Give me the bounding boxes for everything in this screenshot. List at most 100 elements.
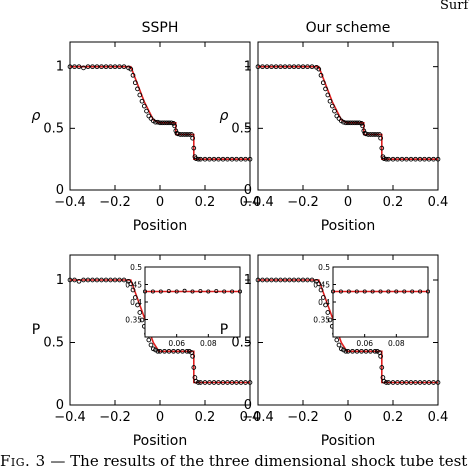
data-point (390, 156, 396, 162)
data-point (341, 347, 346, 353)
data-point (327, 317, 333, 323)
data-point (117, 277, 122, 283)
data-point (243, 380, 248, 385)
x-tick-label: 0.2 (195, 195, 216, 210)
data-point (85, 64, 91, 70)
data-point (372, 132, 378, 137)
data-point (390, 380, 396, 385)
inset-y-tick-label: 0.5 (130, 263, 142, 272)
data-point (216, 380, 221, 385)
data-point (343, 348, 349, 354)
data-point (234, 380, 239, 385)
data-point (378, 353, 383, 359)
inset-data-point (230, 289, 235, 294)
data-point (325, 310, 331, 315)
data-point (137, 310, 143, 315)
inset-data-point (214, 289, 219, 294)
figure-caption: Fig. 3 — The results of the three dimens… (0, 452, 474, 471)
data-point (354, 348, 360, 354)
data-point (103, 277, 109, 283)
inset-data-point (338, 289, 343, 294)
inset-y-tick-label: 0.35 (313, 316, 330, 325)
data-point (287, 277, 292, 283)
data-point (417, 156, 423, 162)
data-point (368, 348, 373, 354)
data-point (175, 348, 181, 354)
inset-y-tick-label: 0.35 (125, 316, 142, 325)
data-point (378, 135, 383, 141)
inset-data-point (425, 289, 430, 294)
data-point (345, 348, 351, 354)
data-point (300, 277, 306, 283)
x-tick-label: 0 (344, 195, 352, 210)
x-tick-label: 0 (156, 195, 164, 210)
inset-data-point (394, 289, 399, 294)
data-point (207, 380, 212, 385)
data-point (108, 64, 113, 70)
data-point (360, 123, 365, 129)
y-tick-label: 0.5 (43, 336, 64, 351)
data-point (383, 380, 389, 385)
x-tick-label: −0.4 (242, 195, 274, 210)
data-point (164, 120, 170, 126)
caption-text: — The results of the three dimensional s… (50, 452, 468, 470)
data-point (345, 120, 351, 126)
y-tick-label: 0 (244, 183, 252, 198)
y-tick-label: 0.5 (231, 121, 252, 136)
data-point (72, 64, 77, 70)
data-point (363, 348, 369, 354)
inset-plot: 0.06 0.08 0.35 0.4 0.45 0.5 (125, 263, 242, 348)
data-point (193, 156, 199, 161)
data-point (162, 120, 167, 126)
y-axis-label: ρ (220, 108, 229, 124)
data-point (76, 64, 82, 70)
data-point (341, 119, 346, 125)
data-point (225, 380, 230, 385)
data-point (264, 64, 270, 70)
inset-data-point (158, 289, 163, 294)
x-tick-label: −0.2 (287, 410, 319, 425)
data-point (413, 380, 418, 385)
data-point (172, 123, 177, 129)
data-point (278, 277, 283, 283)
data-point (386, 380, 391, 385)
y-tick-label: 0.5 (231, 336, 252, 351)
data-point (202, 156, 208, 162)
data-point (305, 64, 310, 70)
data-point (137, 92, 143, 98)
data-point (343, 120, 349, 126)
data-point (336, 116, 342, 121)
data-point (356, 120, 362, 126)
inset-x-tick-label: 0.08 (388, 339, 405, 348)
data-point (121, 277, 127, 283)
x-tick-label: 0.2 (383, 410, 404, 425)
data-point (67, 277, 73, 283)
inset-data-point (410, 289, 415, 294)
data-point (422, 380, 427, 385)
data-point (368, 132, 373, 137)
data-point (90, 64, 95, 70)
data-point (238, 380, 244, 385)
plot-frame (257, 41, 439, 191)
data-point (291, 64, 297, 70)
inset-data-point (237, 289, 242, 294)
data-point (379, 145, 385, 151)
data-point (190, 135, 195, 141)
inset-frame (332, 266, 429, 338)
data-point (296, 277, 301, 283)
x-tick-label: −0.4 (242, 410, 274, 425)
data-point (159, 120, 165, 126)
data-point (180, 348, 185, 354)
data-point (361, 128, 367, 134)
data-point (431, 380, 436, 385)
inset-frame (144, 266, 241, 338)
data-point (255, 64, 261, 70)
x-axis-label: Position (321, 433, 376, 449)
x-axis-label: Position (133, 433, 188, 449)
data-point (316, 66, 322, 72)
data-point (146, 337, 152, 343)
data-point (117, 64, 122, 70)
